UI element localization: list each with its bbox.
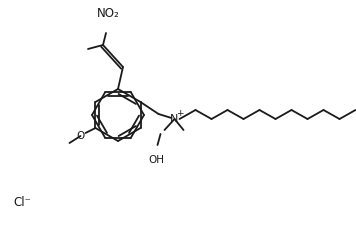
Text: N: N bbox=[170, 114, 179, 124]
Text: OH: OH bbox=[148, 155, 164, 165]
Text: O: O bbox=[76, 131, 85, 141]
Text: NO₂: NO₂ bbox=[96, 7, 119, 20]
Text: +: + bbox=[176, 110, 183, 119]
Text: Cl⁻: Cl⁻ bbox=[13, 196, 31, 209]
